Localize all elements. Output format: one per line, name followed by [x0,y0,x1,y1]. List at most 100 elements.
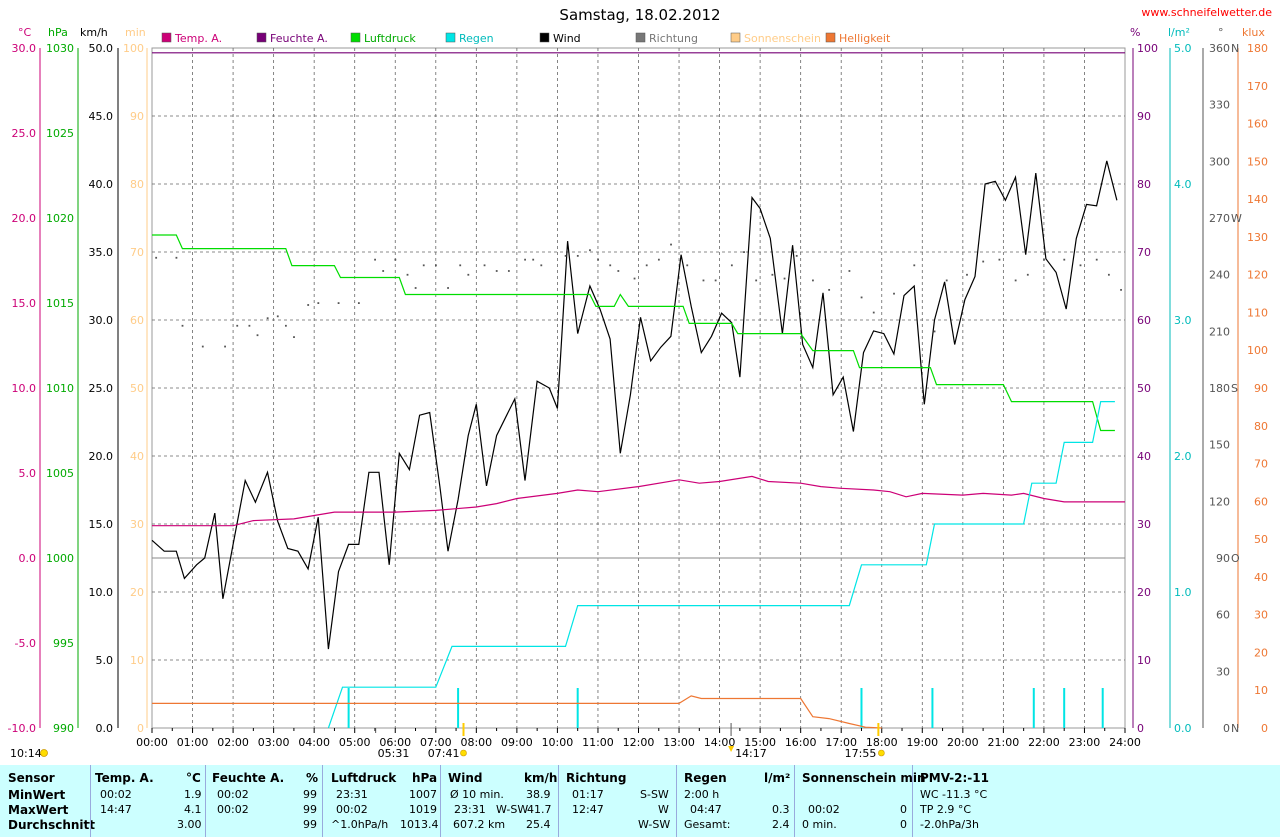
temp-tick-label: 5.0 [19,467,37,480]
legend-label: Temp. A. [174,32,222,45]
x-tick-label: 01:00 [177,736,209,749]
direction-point [414,287,417,289]
temp-min-time: 00:02 [100,788,132,801]
summary-temp: Temp. A. °C 00:02 1.9 14:47 4.1 3.00 [90,765,205,837]
x-tick-label: 16:00 [785,736,817,749]
pressure-tick-label: 1005 [46,467,74,480]
pressure-unit: hPa [412,771,438,785]
site-link[interactable]: www.schneifelwetter.de [1141,6,1272,19]
x-tick-label: 10:00 [542,736,574,749]
direction-point [670,243,672,246]
direction-point [483,264,486,267]
direction-tick-label: 150 [1209,439,1230,452]
direction-point [447,287,449,289]
direction-tick-label: 210 [1209,325,1230,338]
sunrise-sun-label: 07:41 [428,747,460,760]
unit-temp: °C [18,26,32,39]
wind-max-direction: W-SW [496,803,529,816]
direction-point [406,273,409,276]
pressure-min: 1007 [409,788,437,801]
summary-pressure: Luftdruck hPa 23:31 1007 00:02 1019 ^1.0… [322,765,440,837]
pressure-avg: 1013.4 [400,818,439,831]
sun-tick-label: 100 [123,42,144,55]
direction-tick-label: 60 [1216,609,1230,622]
x-tick-label: 00:00 [136,736,168,749]
direction-point [966,273,968,276]
humidity-tick-label: 0 [1137,722,1144,735]
legend-swatch [161,32,172,43]
direction-r1-time: 01:17 [572,788,604,801]
direction-point [783,277,786,280]
direction-tick-label: 180 [1209,382,1230,395]
direction-r2-time: 12:47 [572,803,604,816]
brightness-tick-label: 0 [1261,722,1268,735]
wind-tick-label: 40.0 [89,178,114,191]
wind-title: Wind [448,771,483,785]
sun-max-time: 00:02 [808,803,840,816]
direction-point [248,324,251,327]
direction-point [945,279,948,282]
brightness-tick-label: 80 [1254,420,1268,433]
sun-tick-label: 60 [130,314,144,327]
sun-tick-label: 0 [137,722,144,735]
unit-wind: km/h [80,26,108,39]
wind-avg10-label: Ø 10 min. [450,788,504,801]
brightness-tick-label: 180 [1247,42,1268,55]
pmv-dewpoint: TP 2.9 °C [920,803,972,816]
pressure-title: Luftdruck [331,771,397,785]
chart-title: Samstag, 18.02.2012 [559,6,720,24]
sun-total-label: 0 min. [802,818,837,831]
x-tick-label: 15:00 [744,736,776,749]
direction-point [609,264,612,267]
series-line-helligkeit [152,695,882,729]
series-line-luftdruck [152,234,1115,432]
legend-swatch [256,32,267,43]
pressure-trend: ^1.0hPa/h [331,818,389,831]
direction-point [181,324,184,327]
direction-tick-label: 240 [1209,269,1230,282]
humidity-max: 99 [303,803,317,816]
sun-max-value: 0 [900,803,907,816]
direction-tick-label: 330 [1209,99,1230,112]
brightness-tick-label: 90 [1254,382,1268,395]
brightness-tick-label: 120 [1247,269,1268,282]
legend-swatch [350,32,361,43]
brightness-tick-label: 170 [1247,80,1268,93]
series-line-wind [151,160,1118,650]
pressure-tick-label: 1030 [46,42,74,55]
x-tick-label: 11:00 [582,736,614,749]
rain-tick-label: 0.0 [1174,722,1192,735]
compass-label: O [1231,552,1240,565]
temp-unit: °C [186,771,201,785]
wind-tick-label: 10.0 [89,586,114,599]
sunset-sun-icon [878,749,885,757]
rain-max-time: 04:47 [690,803,722,816]
unit-brightness: klux [1242,26,1265,39]
pressure-max-time: 00:02 [336,803,368,816]
summary-direction: Richtung 01:17 S-SW 12:47 W W-SW [558,765,676,837]
direction-point [155,256,158,259]
humidity-max-time: 00:02 [217,803,249,816]
brightness-tick-label: 140 [1247,193,1268,206]
unit-humidity: % [1130,26,1140,39]
humidity-tick-label: 90 [1137,110,1151,123]
x-tick-label: 22:00 [1028,736,1060,749]
x-tick-label: 06:00 [379,736,411,749]
brightness-tick-label: 150 [1247,155,1268,168]
x-tick-label: 19:00 [906,736,938,749]
temp-avg: 3.00 [177,818,202,831]
direction-point [702,279,705,282]
direction-point [495,270,498,272]
sunrise-sun-icon [460,749,467,757]
x-tick-label: 13:00 [663,736,695,749]
x-tick-label: 08:00 [460,736,492,749]
direction-point [374,258,376,261]
row-label-max: MaxWert [8,803,69,817]
rain-total-label: Gesamt: [684,818,731,831]
chart-grid [151,47,1126,729]
temp-tick-label: 30.0 [12,42,37,55]
direction-tick-label: 90 [1216,552,1230,565]
wind-tick-label: 30.0 [89,314,114,327]
direction-point [540,264,543,267]
